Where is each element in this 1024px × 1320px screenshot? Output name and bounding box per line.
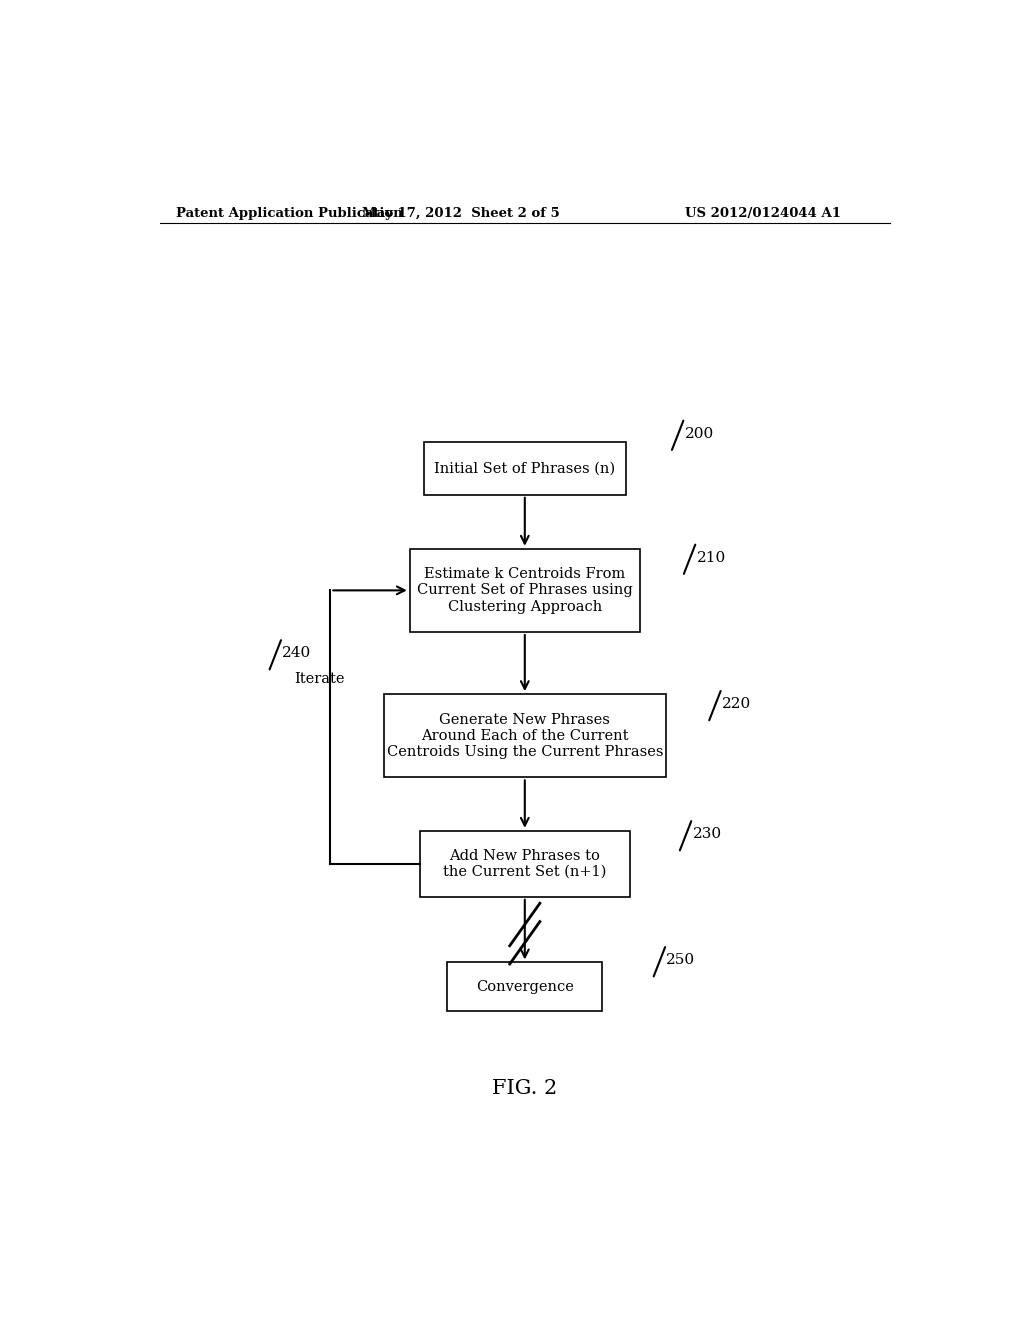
Text: Estimate k Centroids From
Current Set of Phrases using
Clustering Approach: Estimate k Centroids From Current Set of…	[417, 568, 633, 614]
Text: Add New Phrases to
the Current Set (n+1): Add New Phrases to the Current Set (n+1)	[443, 849, 606, 879]
Text: Convergence: Convergence	[476, 979, 573, 994]
FancyBboxPatch shape	[410, 549, 640, 632]
Text: Generate New Phrases
Around Each of the Current
Centroids Using the Current Phra: Generate New Phrases Around Each of the …	[386, 713, 664, 759]
Text: 230: 230	[692, 828, 722, 841]
FancyBboxPatch shape	[447, 962, 602, 1011]
Text: 250: 250	[667, 953, 695, 968]
Text: US 2012/0124044 A1: US 2012/0124044 A1	[685, 207, 841, 220]
Text: 200: 200	[685, 426, 714, 441]
Text: Patent Application Publication: Patent Application Publication	[176, 207, 402, 220]
Text: Initial Set of Phrases (n): Initial Set of Phrases (n)	[434, 462, 615, 475]
Text: Iterate: Iterate	[295, 672, 345, 686]
Text: 210: 210	[696, 550, 726, 565]
FancyBboxPatch shape	[420, 830, 630, 896]
Text: FIG. 2: FIG. 2	[493, 1078, 557, 1098]
Text: 220: 220	[722, 697, 752, 711]
Text: May 17, 2012  Sheet 2 of 5: May 17, 2012 Sheet 2 of 5	[362, 207, 560, 220]
FancyBboxPatch shape	[384, 694, 666, 777]
Text: 240: 240	[283, 647, 311, 660]
FancyBboxPatch shape	[424, 442, 626, 495]
